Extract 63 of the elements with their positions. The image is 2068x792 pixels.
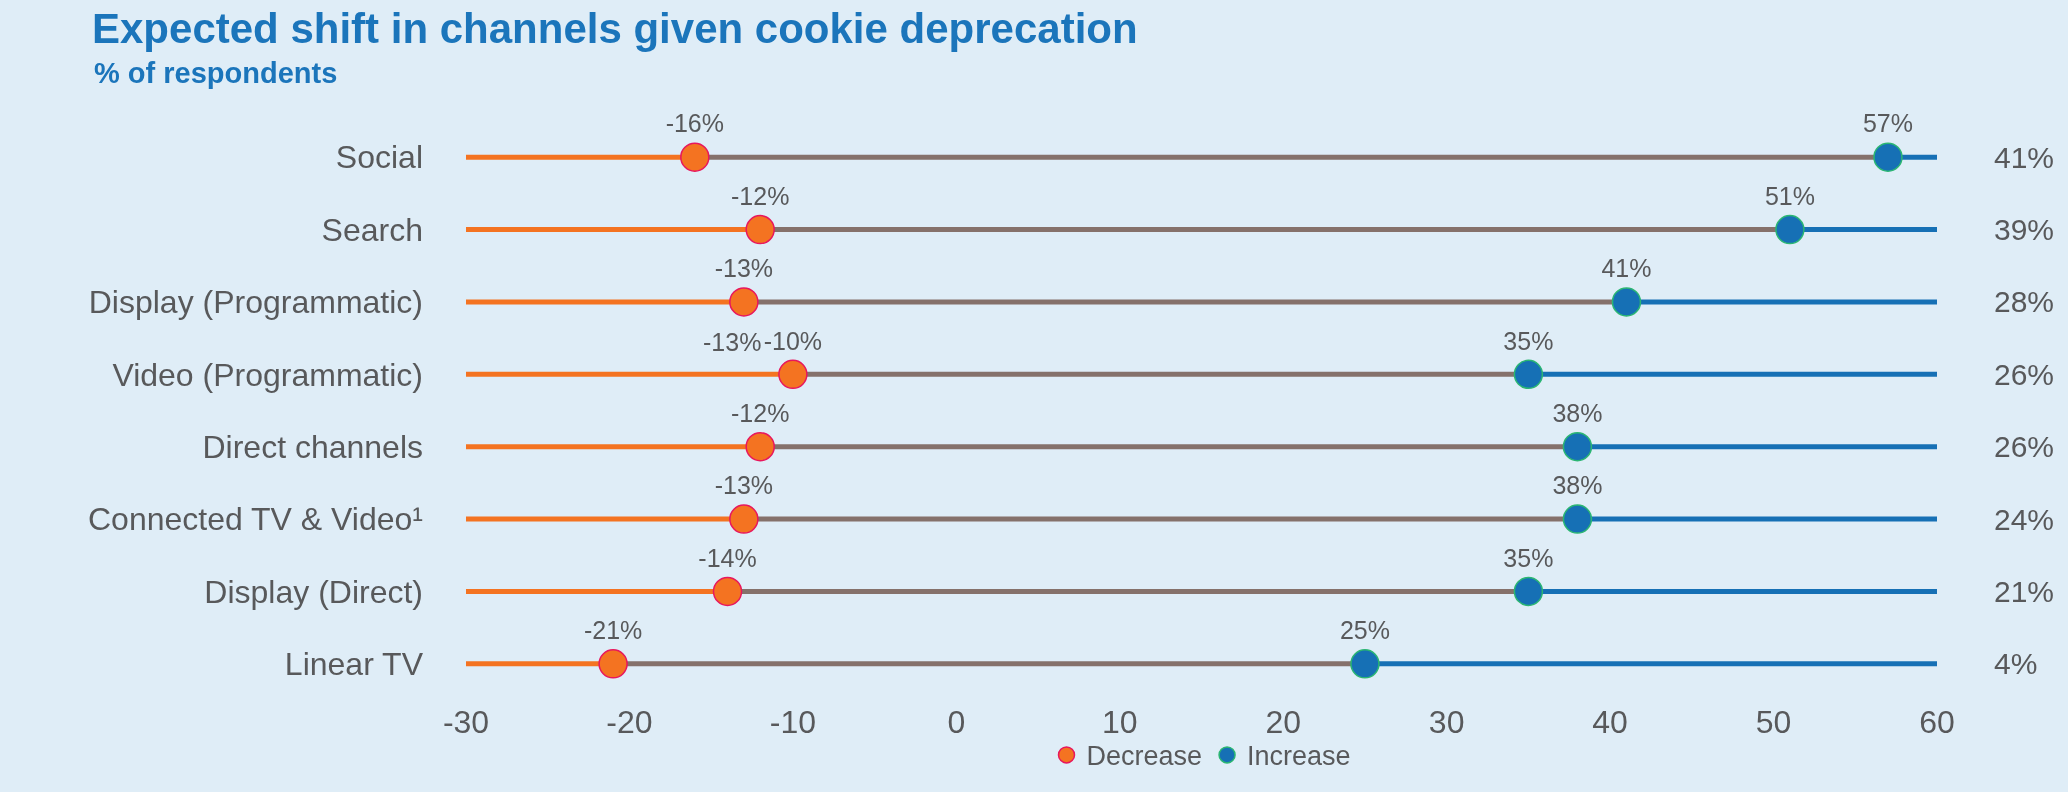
x-tick-label: 60 xyxy=(1919,704,1955,740)
point xyxy=(745,214,775,245)
x-tick-label: -10 xyxy=(769,704,817,740)
y-tick-label: Display (Programmatic) xyxy=(88,284,423,321)
point xyxy=(1513,359,1544,390)
x-tick-label: 50 xyxy=(1755,704,1792,740)
text: 21% xyxy=(1994,575,2055,608)
data-label: -13% xyxy=(714,471,774,500)
point xyxy=(729,287,759,317)
data-label: -10% xyxy=(763,326,823,355)
chart-title: Expected shift in channels given cookie deprecation xyxy=(92,4,1138,52)
y-tick-label: Social xyxy=(335,139,423,176)
point xyxy=(778,359,808,390)
data-label: -13% xyxy=(714,254,774,283)
x-tick-label: -20 xyxy=(606,704,653,740)
point xyxy=(680,142,710,172)
data-label: 35% xyxy=(1503,326,1554,355)
data-label: -16% xyxy=(665,109,725,138)
annotation: -13% xyxy=(703,328,762,356)
point xyxy=(1775,214,1805,245)
data-label: 25% xyxy=(1339,616,1390,645)
point xyxy=(745,431,775,462)
point xyxy=(598,649,628,679)
data-label: 57% xyxy=(1862,109,1913,138)
point xyxy=(1562,504,1593,534)
text: 24% xyxy=(1994,503,2055,536)
y-tick-label: Search xyxy=(321,211,423,248)
y-tick-label: Connected TV & Video¹ xyxy=(87,501,423,538)
text: % of respondents xyxy=(94,57,338,89)
data-label: -14% xyxy=(698,543,757,572)
text: 26% xyxy=(1994,430,2055,463)
point xyxy=(729,504,759,534)
point xyxy=(1611,287,1642,317)
data-label: -12% xyxy=(731,398,790,427)
legend-label: Decrease xyxy=(1086,741,1203,772)
data-label: -12% xyxy=(731,181,790,210)
x-tick-label: -30 xyxy=(442,704,490,740)
data-label: 51% xyxy=(1764,181,1815,210)
point xyxy=(1513,576,1544,607)
x-tick-label: 30 xyxy=(1428,704,1465,740)
y-tick-label: Linear TV xyxy=(284,646,424,683)
data-label: 35% xyxy=(1503,543,1554,572)
data-label: 41% xyxy=(1601,254,1652,283)
data-label: 38% xyxy=(1552,471,1603,500)
x-tick-label: 20 xyxy=(1265,704,1302,740)
y-tick-label: Direct channels xyxy=(202,428,423,465)
y-tick-label: Display (Direct) xyxy=(204,573,423,610)
x-tick-label: 10 xyxy=(1101,704,1138,740)
text: 41% xyxy=(1994,141,2055,174)
text: 39% xyxy=(1994,213,2055,246)
point xyxy=(1562,431,1593,462)
text: 26% xyxy=(1994,358,2055,391)
point xyxy=(1350,649,1380,679)
data-label: 38% xyxy=(1552,398,1603,427)
point xyxy=(712,576,743,607)
x-tick-label: 0 xyxy=(947,704,966,740)
legend-label: Increase xyxy=(1247,741,1351,772)
y-tick-label: Video (Programmatic) xyxy=(112,356,423,393)
text: 28% xyxy=(1994,285,2055,318)
data-label: -21% xyxy=(583,616,643,645)
text: 4% xyxy=(1994,647,2038,680)
point xyxy=(1873,142,1903,172)
x-tick-label: 40 xyxy=(1592,704,1628,740)
